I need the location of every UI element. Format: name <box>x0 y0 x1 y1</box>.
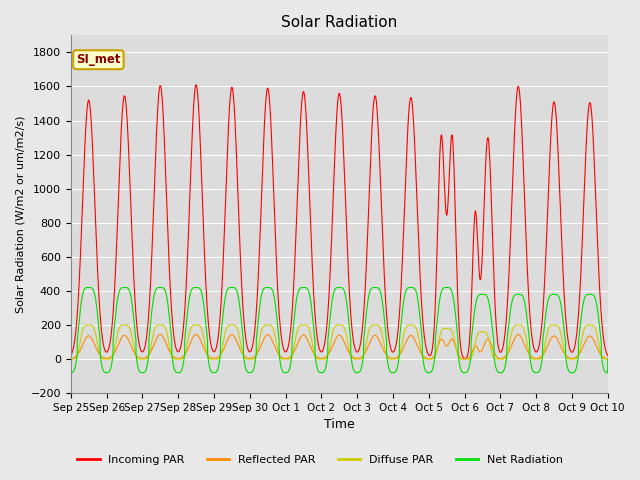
Net Radiation <box>604 356 612 362</box>
Incoming PAR <box>67 353 75 359</box>
Incoming PAR <box>604 353 612 359</box>
Incoming PAR <box>192 82 200 88</box>
Line: Incoming PAR: Incoming PAR <box>71 85 608 359</box>
Title: Solar Radiation: Solar Radiation <box>281 15 397 30</box>
Line: Reflected PAR: Reflected PAR <box>71 335 608 359</box>
Reflected PAR <box>192 332 200 337</box>
Net Radiation <box>321 367 329 373</box>
Net Radiation <box>85 285 93 290</box>
Diffuse PAR <box>321 356 329 362</box>
Net Radiation <box>575 338 582 344</box>
Reflected PAR <box>460 356 467 362</box>
Diffuse PAR <box>250 356 257 362</box>
Diffuse PAR <box>475 330 483 336</box>
Legend: Incoming PAR, Reflected PAR, Diffuse PAR, Net Radiation: Incoming PAR, Reflected PAR, Diffuse PAR… <box>73 451 567 469</box>
Net Radiation <box>67 370 75 375</box>
Reflected PAR <box>604 356 612 361</box>
Text: SI_met: SI_met <box>76 53 121 66</box>
Reflected PAR <box>321 355 329 360</box>
Reflected PAR <box>67 356 75 361</box>
Net Radiation <box>475 293 483 299</box>
Reflected PAR <box>461 356 469 362</box>
Incoming PAR <box>321 339 329 345</box>
Net Radiation <box>460 370 467 375</box>
Y-axis label: Solar Radiation (W/m2 or um/m2/s): Solar Radiation (W/m2 or um/m2/s) <box>15 116 25 313</box>
Diffuse PAR <box>460 356 467 362</box>
Net Radiation <box>250 367 257 373</box>
Incoming PAR <box>250 339 257 345</box>
Reflected PAR <box>250 355 257 360</box>
Diffuse PAR <box>575 352 582 358</box>
Line: Net Radiation: Net Radiation <box>71 288 608 372</box>
Reflected PAR <box>575 352 582 358</box>
Diffuse PAR <box>67 356 75 362</box>
Diffuse PAR <box>85 322 93 328</box>
Diffuse PAR <box>581 324 589 330</box>
X-axis label: Time: Time <box>324 419 355 432</box>
Reflected PAR <box>475 348 483 353</box>
Incoming PAR <box>460 355 467 360</box>
Incoming PAR <box>461 356 469 361</box>
Incoming PAR <box>575 309 582 315</box>
Reflected PAR <box>582 339 589 345</box>
Diffuse PAR <box>604 356 612 362</box>
Incoming PAR <box>582 162 589 168</box>
Incoming PAR <box>475 259 483 264</box>
Net Radiation <box>581 294 589 300</box>
Line: Diffuse PAR: Diffuse PAR <box>71 325 608 359</box>
